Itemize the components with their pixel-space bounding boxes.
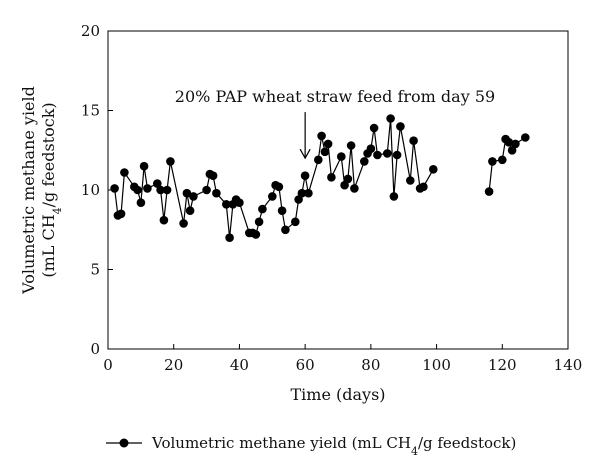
data-point	[406, 176, 415, 185]
data-point	[281, 225, 290, 235]
data-point	[488, 157, 497, 166]
data-point	[484, 187, 494, 196]
legend-label-subscript: 4	[411, 445, 418, 458]
data-point	[304, 188, 313, 198]
x-tick-label: 120	[488, 356, 517, 374]
y-tick-label: 10	[81, 181, 100, 199]
data-point	[182, 188, 192, 198]
data-point	[143, 184, 152, 193]
data-point	[314, 155, 323, 165]
data-point	[373, 150, 382, 160]
y-axis-title-unit-start: (mL CH	[39, 214, 58, 277]
data-point	[294, 195, 303, 204]
data-point	[254, 217, 264, 227]
data-point	[202, 185, 211, 195]
data-point	[429, 165, 438, 174]
data-point	[389, 192, 399, 201]
data-point	[498, 155, 507, 165]
data-point	[225, 233, 234, 242]
data-point	[360, 157, 369, 166]
x-tick-label: 20	[164, 356, 183, 374]
data-point	[383, 149, 392, 158]
y-axis-title-line2: (mL CH4/g feedstock)	[39, 102, 64, 277]
data-point	[409, 136, 418, 145]
legend-marker	[119, 438, 129, 448]
data-point	[346, 141, 356, 150]
x-tick-label: 40	[230, 356, 249, 374]
data-point	[511, 139, 520, 149]
data-point	[274, 182, 284, 192]
y-axis-title: Volumetric methane yield (mL CH4/g feeds…	[19, 86, 64, 295]
data-point	[120, 168, 129, 177]
tick-marks: 0 20 40 60 80 100 120 140 0 5 10 15 20	[81, 22, 582, 374]
data-point	[366, 144, 376, 153]
data-point	[159, 215, 169, 225]
data-point	[327, 173, 336, 182]
data-point	[116, 209, 126, 219]
x-axis-title: Time (days)	[290, 385, 385, 404]
data-point	[419, 182, 428, 192]
data-point	[162, 185, 172, 195]
data-point	[185, 206, 195, 215]
data-point	[317, 131, 326, 141]
data-point	[369, 123, 379, 133]
data-point	[133, 185, 142, 195]
data-point	[166, 157, 175, 166]
y-axis-title-subscript: 4	[51, 207, 64, 214]
data-point	[258, 204, 267, 214]
y-tick-label: 15	[81, 102, 100, 120]
data-point	[300, 171, 310, 180]
data-point	[277, 206, 287, 215]
data-point	[323, 139, 333, 149]
data-point	[136, 198, 146, 207]
data-point	[291, 217, 300, 227]
data-point	[268, 192, 277, 201]
y-tick-label: 20	[81, 22, 100, 40]
legend-label: Volumetric methane yield (mL CH4/g feeds…	[151, 434, 516, 458]
annotation: 20% PAP wheat straw feed from day 59	[175, 87, 495, 160]
annotation-arrowhead	[299, 148, 311, 160]
y-axis-title-unit-end: /g feedstock)	[39, 102, 58, 207]
x-tick-label: 140	[554, 356, 583, 374]
data-point	[208, 171, 218, 180]
data-point	[343, 174, 353, 184]
data-point	[139, 161, 149, 171]
data-point	[396, 122, 405, 131]
data-point	[222, 200, 231, 209]
x-tick-label: 100	[422, 356, 451, 374]
data-point	[297, 188, 307, 198]
y-tick-label: 0	[90, 340, 100, 358]
data-point	[392, 150, 402, 160]
annotation-text: 20% PAP wheat straw feed from day 59	[175, 87, 495, 106]
x-tick-label: 0	[103, 356, 113, 374]
data-point	[386, 114, 395, 123]
data-point	[235, 198, 244, 207]
data-point	[179, 219, 188, 228]
data-point	[350, 184, 359, 193]
data-point	[153, 179, 162, 188]
data-point	[156, 185, 165, 195]
data-point	[189, 192, 198, 201]
legend: Volumetric methane yield (mL CH4/g feeds…	[106, 434, 516, 458]
data-point	[110, 184, 119, 193]
legend-label-end: /g feedstock)	[418, 434, 516, 452]
data-point	[212, 188, 221, 198]
data-point	[504, 138, 514, 147]
y-tick-label: 5	[90, 261, 100, 279]
data-point	[340, 180, 349, 190]
x-tick-label: 60	[296, 356, 315, 374]
data-point	[507, 146, 517, 155]
data-point	[337, 152, 346, 161]
x-tick-label: 80	[361, 356, 380, 374]
y-axis-title-line1: Volumetric methane yield	[19, 86, 38, 295]
data-point	[521, 133, 530, 142]
series-layer	[110, 114, 530, 242]
data-point	[251, 230, 261, 239]
legend-label-start: Volumetric methane yield (mL CH	[151, 434, 411, 452]
data-point	[320, 147, 330, 157]
